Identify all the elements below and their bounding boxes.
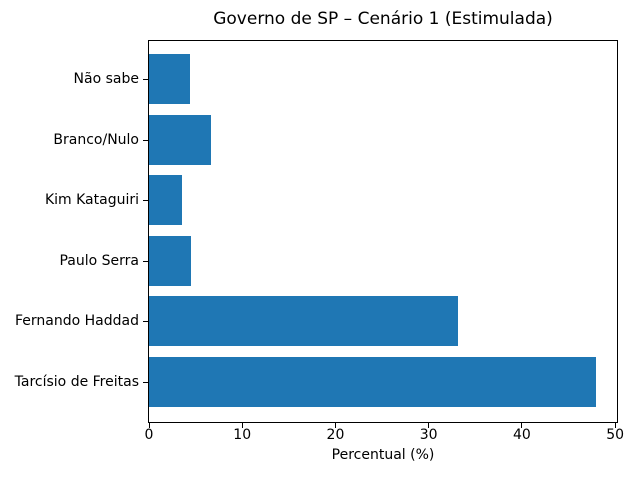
x-axis-label: Percentual (%) bbox=[331, 447, 435, 463]
y-tick-label: Tarcísio de Freitas bbox=[14, 373, 139, 390]
y-tick-mark bbox=[143, 381, 148, 383]
bar-branco-nulo bbox=[149, 114, 212, 165]
x-tick-mark bbox=[334, 423, 336, 428]
x-tick-mark bbox=[521, 423, 523, 428]
x-tick-label: 40 bbox=[512, 427, 531, 443]
y-tick-label: Fernando Haddad bbox=[15, 313, 139, 329]
y-tick-label: Não sabe bbox=[73, 71, 139, 87]
x-tick-mark bbox=[614, 423, 616, 428]
bar-n-o-sabe bbox=[149, 54, 191, 104]
y-tick-label: Paulo Serra bbox=[59, 252, 139, 269]
y-tick-label: Kim Kataguiri bbox=[44, 192, 139, 208]
x-tick-label: 20 bbox=[326, 427, 345, 443]
y-tick-mark bbox=[143, 139, 148, 141]
chart-title: Governo de SP – Cenário 1 (Estimulada) bbox=[213, 9, 553, 29]
y-tick-mark bbox=[143, 79, 148, 80]
bar-tarc-sio-de-freitas bbox=[149, 356, 596, 407]
x-tick-label: 50 bbox=[606, 427, 625, 443]
x-tick-mark bbox=[148, 423, 150, 428]
x-tick-mark bbox=[241, 423, 243, 428]
x-tick-label: 10 bbox=[233, 427, 252, 443]
x-tick-label: 0 bbox=[144, 427, 154, 443]
y-tick-mark bbox=[143, 321, 148, 322]
bar-fernando-haddad bbox=[149, 296, 458, 346]
x-tick-mark bbox=[428, 423, 430, 428]
bar-paulo-serra bbox=[149, 235, 191, 286]
y-tick-mark bbox=[143, 260, 148, 262]
x-tick-label: 30 bbox=[419, 427, 438, 443]
y-tick-label: Branco/Nulo bbox=[53, 131, 139, 148]
bar-kim-kataguiri bbox=[149, 175, 182, 225]
y-tick-mark bbox=[143, 200, 148, 201]
